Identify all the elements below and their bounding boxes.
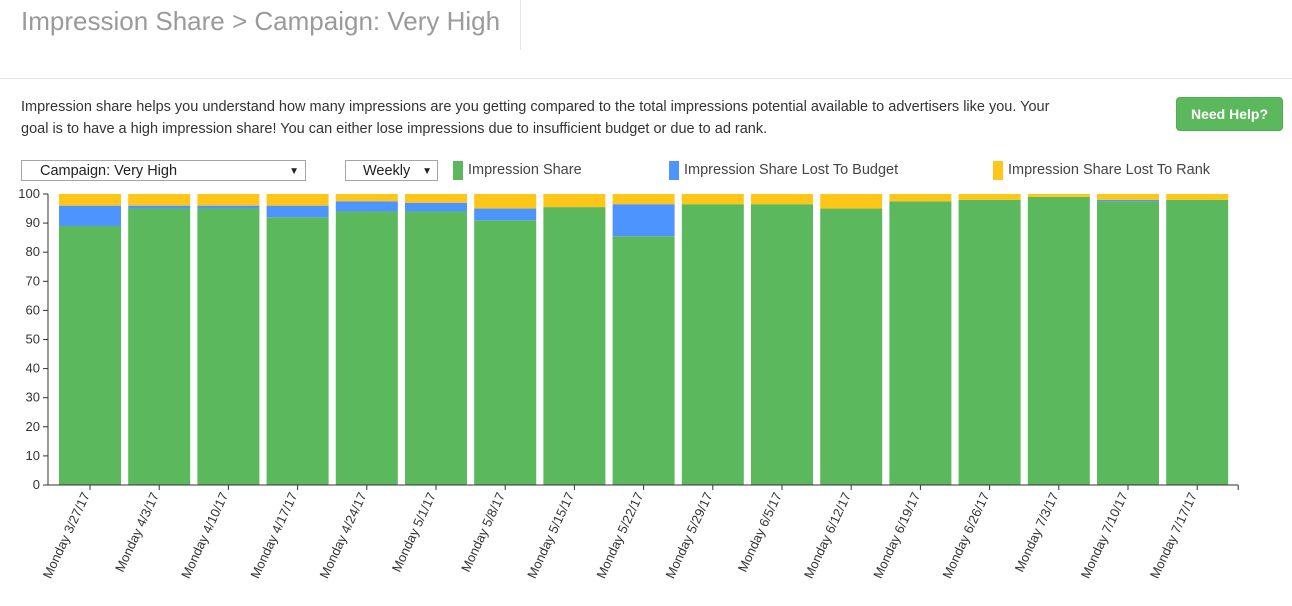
bar-impression-share-lost-to-rank bbox=[335, 194, 398, 202]
x-tick-label: Monday 5/15/17 bbox=[524, 490, 577, 581]
x-tick-label: Monday 5/1/17 bbox=[389, 490, 439, 574]
x-tick-label: Monday 7/10/17 bbox=[1078, 490, 1131, 581]
x-tick-label: Monday 7/3/17 bbox=[1012, 490, 1062, 574]
bar-impression-share bbox=[820, 208, 883, 486]
x-tick-label: Monday 4/17/17 bbox=[247, 490, 300, 581]
chevron-down-icon: ▼ bbox=[289, 166, 299, 177]
x-tick-label: Monday 5/29/17 bbox=[663, 490, 716, 581]
bar-impression-share-lost-to-rank bbox=[1166, 194, 1229, 200]
y-tick-label: 90 bbox=[26, 215, 40, 230]
bar-impression-share bbox=[889, 201, 952, 485]
bar-impression-share bbox=[612, 236, 675, 485]
bar-impression-share-lost-to-rank bbox=[889, 194, 952, 202]
bar-impression-share-lost-to-rank bbox=[59, 194, 121, 206]
bar-impression-share-lost-to-rank bbox=[266, 194, 329, 206]
bar-impression-share-lost-to-rank bbox=[1027, 194, 1090, 197]
bar-impression-share-lost-to-budget bbox=[474, 208, 537, 221]
y-tick-label: 80 bbox=[26, 244, 40, 259]
title-divider bbox=[520, 0, 521, 50]
x-tick-label: Monday 4/24/17 bbox=[317, 490, 370, 581]
bar-impression-share-lost-to-rank bbox=[405, 194, 467, 203]
bar-impression-share-lost-to-rank bbox=[681, 194, 744, 205]
period-select-value: Weekly bbox=[363, 163, 411, 179]
bar-impression-share bbox=[751, 204, 813, 485]
bar-impression-share-lost-to-rank bbox=[543, 194, 606, 208]
x-tick-label: Monday 6/12/17 bbox=[801, 490, 854, 581]
legend-label: Impression Share Lost To Budget bbox=[684, 162, 899, 178]
bar-impression-share bbox=[197, 208, 260, 486]
impression-share-chart: 0 10 20 30 40 50 60 70 80 90 100 Monday 3/27/17 Mond… bbox=[18, 186, 1239, 581]
y-tick-label: 60 bbox=[26, 302, 40, 317]
bar-impression-share-lost-to-budget bbox=[266, 205, 329, 218]
legend-label: Impression Share bbox=[468, 162, 582, 178]
bar-impression-share-lost-to-rank bbox=[958, 194, 1021, 200]
description-text: Impression share helps you understand ho… bbox=[21, 99, 1050, 137]
bar-impression-share-lost-to-budget bbox=[59, 205, 121, 227]
y-tick-label: 30 bbox=[26, 390, 40, 405]
bar-impression-share-lost-to-rank bbox=[128, 194, 191, 206]
x-tick-label: Monday 4/3/17 bbox=[112, 490, 162, 574]
bar-impression-share bbox=[1097, 201, 1159, 485]
x-tick-label: Monday 5/22/17 bbox=[593, 490, 646, 581]
legend-label: Impression Share Lost To Rank bbox=[1008, 162, 1211, 178]
period-select[interactable]: Weekly ▼ bbox=[345, 160, 438, 181]
y-tick-label: 0 bbox=[33, 477, 40, 492]
x-tick-label: Monday 7/17/17 bbox=[1147, 490, 1200, 581]
bar-impression-share-lost-to-rank bbox=[612, 194, 675, 205]
campaign-select[interactable]: Campaign: Very High ▼ bbox=[21, 160, 306, 181]
legend-swatch-impression-share bbox=[453, 161, 463, 180]
campaign-select-value: Campaign: Very High bbox=[40, 163, 178, 179]
bar-impression-share bbox=[128, 208, 191, 486]
legend-swatch-lost-budget bbox=[669, 161, 679, 180]
bar-impression-share bbox=[405, 211, 467, 485]
bar-impression-share bbox=[335, 211, 398, 485]
bar-impression-share-lost-to-rank bbox=[197, 194, 260, 206]
bar-impression-share bbox=[266, 217, 329, 485]
bar-impression-share bbox=[681, 204, 744, 485]
bar-impression-share-lost-to-rank bbox=[820, 194, 883, 209]
x-tick-label: Monday 6/5/17 bbox=[735, 490, 785, 574]
header-divider bbox=[0, 78, 1292, 79]
page-title: Impression Share > Campaign: Very High bbox=[21, 6, 501, 36]
x-tick-label: Monday 3/27/17 bbox=[40, 490, 93, 581]
bar-impression-share-lost-to-budget bbox=[1097, 199, 1159, 202]
bar-impression-share-lost-to-rank bbox=[1097, 194, 1159, 200]
bar-impression-share-lost-to-budget bbox=[405, 202, 467, 212]
bar-impression-share-lost-to-budget bbox=[612, 204, 675, 237]
bar-impression-share-lost-to-budget bbox=[335, 201, 398, 212]
bar-impression-share-lost-to-budget bbox=[197, 205, 260, 209]
y-tick-label: 40 bbox=[26, 361, 40, 376]
bar-impression-share-lost-to-rank bbox=[751, 194, 813, 205]
bar-impression-share bbox=[1027, 196, 1090, 485]
bar-impression-share bbox=[1166, 199, 1229, 485]
x-tick-label: Monday 5/8/17 bbox=[458, 490, 508, 574]
bar-impression-share bbox=[474, 220, 537, 485]
bar-impression-share bbox=[958, 199, 1021, 485]
bar-impression-share bbox=[59, 226, 121, 485]
y-tick-label: 70 bbox=[26, 273, 40, 288]
x-tick-label: Monday 4/10/17 bbox=[178, 490, 231, 581]
chevron-down-icon: ▼ bbox=[422, 166, 432, 177]
need-help-button[interactable]: Need Help? bbox=[1176, 97, 1283, 131]
x-tick-label: Monday 6/19/17 bbox=[870, 490, 923, 581]
y-tick-label: 100 bbox=[18, 186, 40, 201]
y-tick-label: 50 bbox=[26, 332, 40, 347]
bar-impression-share bbox=[543, 207, 606, 485]
x-tick-label: Monday 6/26/17 bbox=[939, 490, 992, 581]
bar-impression-share-lost-to-rank bbox=[474, 194, 537, 209]
y-tick-label: 20 bbox=[26, 419, 40, 434]
y-tick-label: 10 bbox=[26, 448, 40, 463]
legend-swatch-lost-rank bbox=[993, 161, 1003, 180]
bar-impression-share-lost-to-budget bbox=[128, 205, 191, 209]
